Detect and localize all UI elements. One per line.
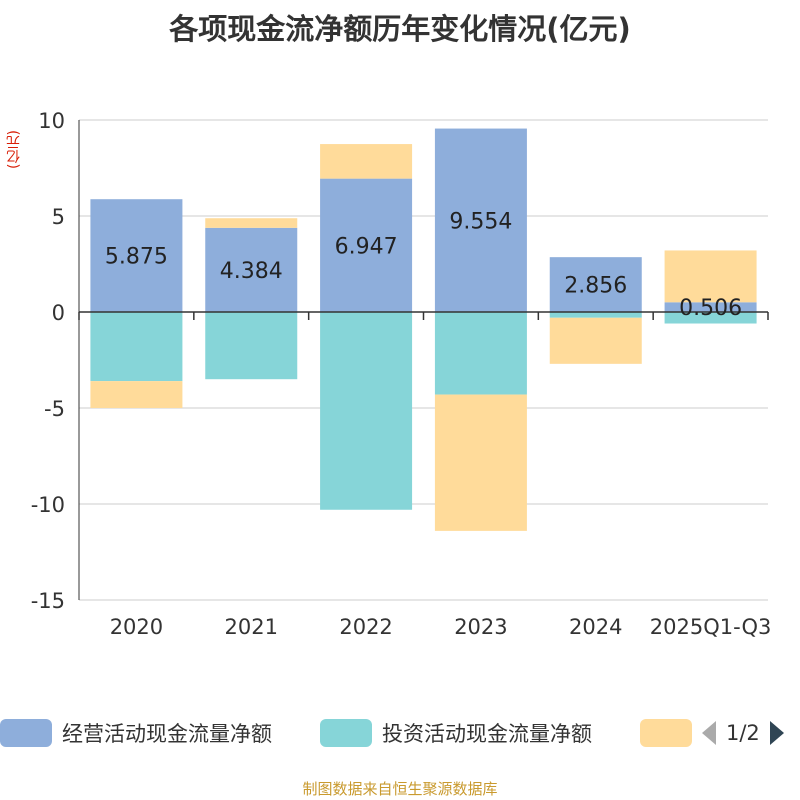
legend-item-operating[interactable]: 经营活动现金流量净额	[0, 715, 272, 751]
bar-operating	[434, 128, 527, 312]
bar-financing	[90, 381, 183, 408]
y-tick-label: -5	[44, 397, 65, 421]
data-label: 4.384	[220, 259, 283, 284]
bar-investing	[549, 312, 642, 318]
legend-swatch-investing	[320, 719, 372, 747]
legend-item-financing[interactable]	[640, 715, 702, 751]
bar-investing	[90, 312, 183, 382]
legend-page-indicator: 1/2	[726, 721, 760, 745]
x-tick-label: 2022	[339, 615, 392, 639]
x-tick-label: 2020	[110, 615, 163, 639]
y-axis-unit-label: (亿元)	[6, 130, 22, 170]
legend-item-investing[interactable]: 投资活动现金流量净额	[320, 715, 592, 751]
bar-financing	[549, 317, 642, 364]
data-label: 6.947	[335, 234, 398, 259]
bar-investing	[205, 312, 298, 380]
bar-investing	[664, 312, 757, 324]
x-tick-label: 2024	[569, 615, 622, 639]
legend: 经营活动现金流量净额 投资活动现金流量净额 1/2	[0, 715, 800, 755]
data-label: 2.856	[564, 274, 627, 299]
legend-pager: 1/2	[700, 715, 786, 751]
x-tick-label: 2021	[225, 615, 278, 639]
y-tick-label: 0	[52, 301, 65, 325]
bar-operating	[90, 199, 183, 312]
bar-operating	[205, 227, 298, 312]
data-label: 0.506	[679, 296, 742, 321]
bar-operating	[664, 302, 757, 312]
y-tick-label: 10	[38, 109, 65, 133]
x-tick-label: 2023	[454, 615, 507, 639]
y-tick-label: -15	[31, 589, 65, 613]
legend-label-operating: 经营活动现金流量净额	[62, 722, 272, 746]
bar-financing	[434, 394, 527, 531]
bar-financing	[205, 218, 298, 228]
data-source-note: 制图数据来自恒生聚源数据库	[302, 780, 498, 798]
data-label: 5.875	[105, 245, 168, 270]
bar-financing	[320, 144, 413, 179]
bar-operating	[320, 178, 413, 312]
bar-investing	[434, 312, 527, 395]
y-tick-label: 5	[52, 205, 65, 229]
legend-next-page-icon[interactable]	[768, 719, 786, 747]
legend-label-investing: 投资活动现金流量净额	[382, 722, 592, 746]
legend-prev-page-icon[interactable]	[700, 719, 718, 747]
legend-swatch-financing	[640, 719, 692, 747]
y-tick-label: -10	[31, 493, 65, 517]
bar-operating	[549, 257, 642, 312]
legend-swatch-operating	[0, 719, 52, 747]
bar-financing	[664, 250, 757, 303]
bar-investing	[320, 312, 413, 510]
x-tick-label: 2025Q1-Q3	[650, 615, 772, 639]
chart-title: 各项现金流净额历年变化情况(亿元)	[169, 12, 631, 46]
data-label: 9.554	[449, 209, 512, 234]
